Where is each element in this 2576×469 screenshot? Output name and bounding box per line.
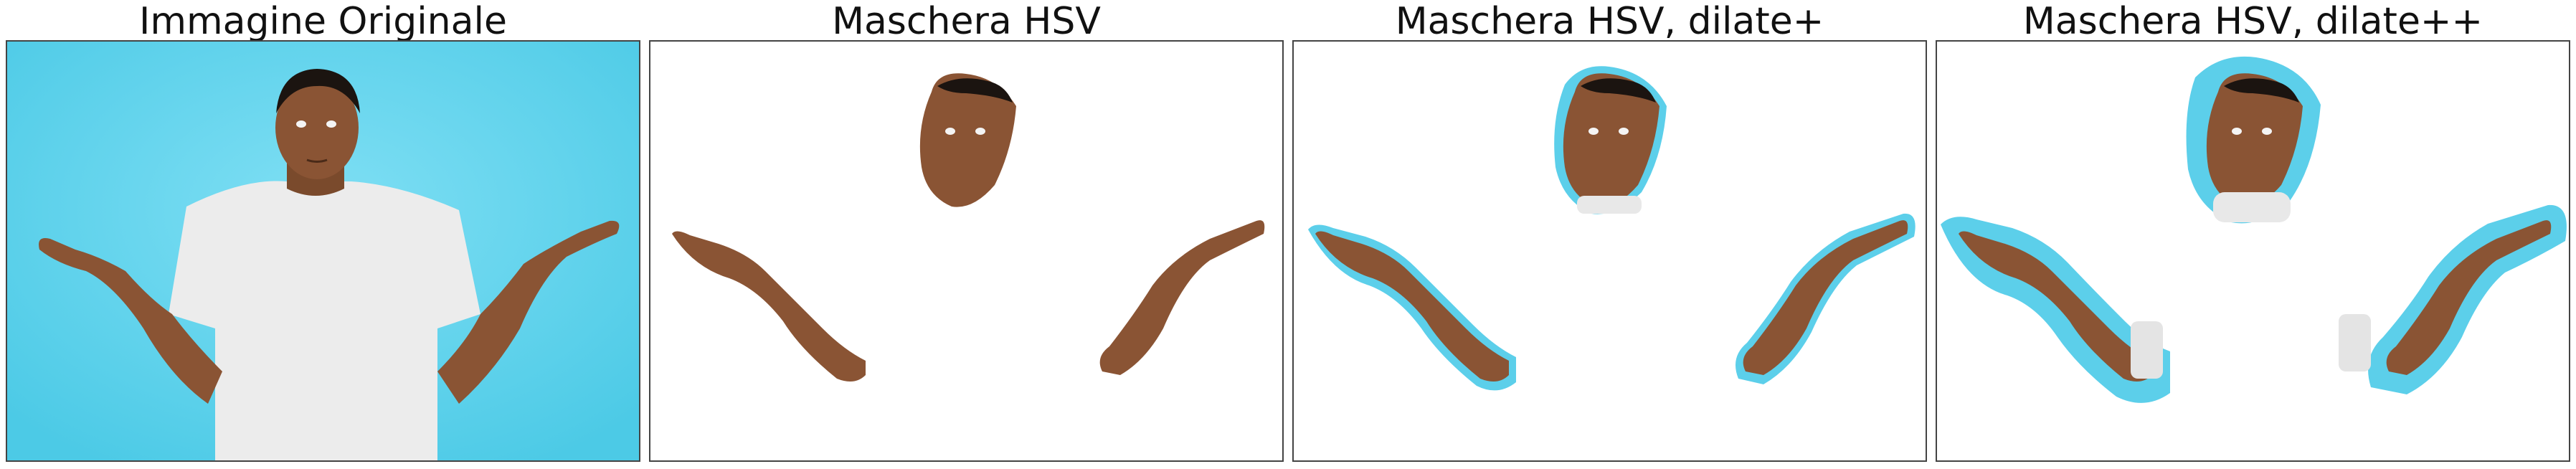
panel-dilate1: Maschera HSV, dilate+ <box>1292 0 1927 469</box>
image-frame <box>1292 40 1927 462</box>
hsv-mask-dilated-more-image <box>1937 42 2569 460</box>
image-frame <box>6 40 640 462</box>
image-frame <box>649 40 1284 462</box>
hsv-mask-image <box>650 42 1282 460</box>
panel-dilate2: Maschera HSV, dilate++ <box>1936 0 2570 469</box>
panel-title: Maschera HSV <box>832 0 1101 43</box>
panel-original: Immagine Originale <box>6 0 640 469</box>
original-photo <box>7 42 639 460</box>
panel-title: Maschera HSV, dilate+ <box>1395 0 1824 43</box>
panel-mask: Maschera HSV <box>649 0 1284 469</box>
image-frame <box>1936 40 2570 462</box>
panel-title: Maschera HSV, dilate++ <box>2022 0 2483 43</box>
panel-title: Immagine Originale <box>139 0 507 43</box>
hsv-mask-dilated-image <box>1294 42 1926 460</box>
